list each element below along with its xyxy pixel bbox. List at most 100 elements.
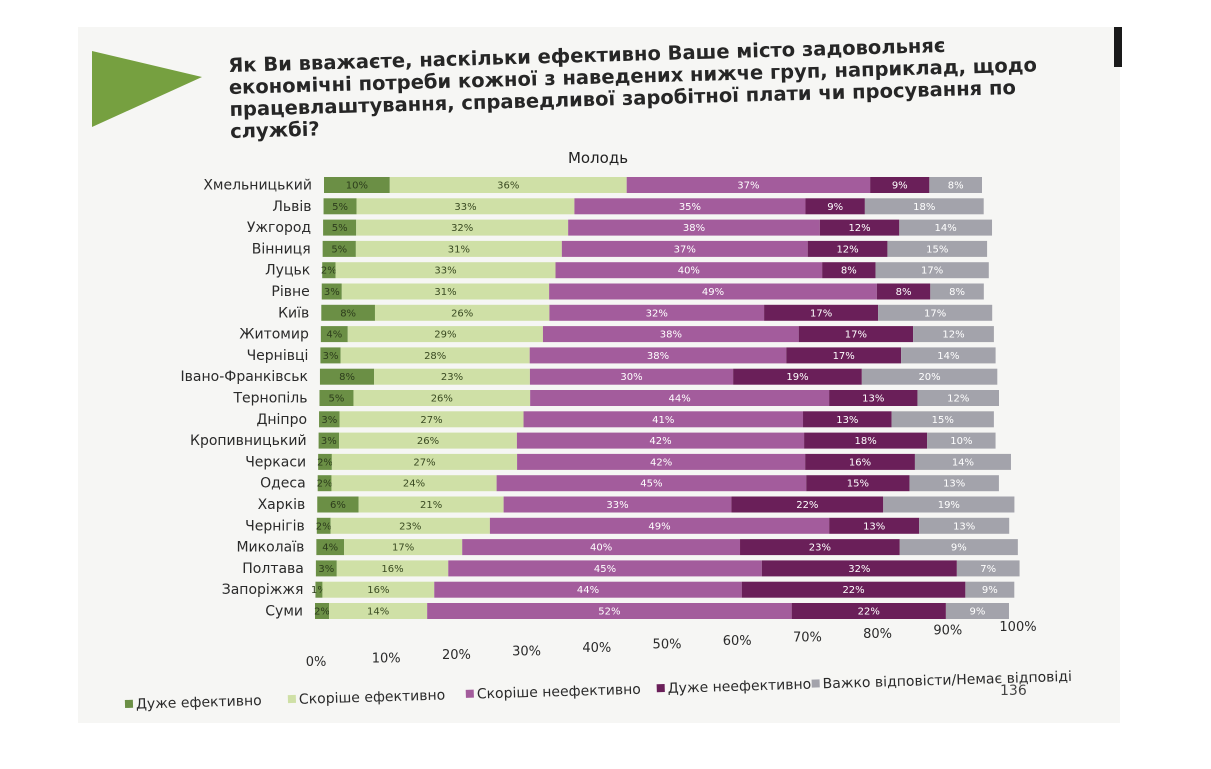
- bar-segment: [917, 390, 999, 406]
- data-label: 12%: [947, 394, 969, 405]
- data-label: 20%: [918, 372, 940, 383]
- bar-segment: [462, 539, 741, 556]
- bar-segment: [542, 326, 799, 343]
- bar-segment: [887, 240, 988, 257]
- data-label: 10%: [950, 436, 972, 447]
- triangle-bullet-icon: [92, 51, 202, 127]
- data-label: 18%: [913, 202, 935, 213]
- legend-label: Скоріше неефективно: [477, 682, 641, 703]
- data-label: 10%: [346, 181, 368, 192]
- bar-segment: [919, 517, 1010, 534]
- data-label: 32%: [848, 564, 870, 575]
- bar-segment: [899, 539, 1018, 556]
- bar-segment: [945, 603, 1009, 619]
- data-label: 23%: [399, 521, 421, 532]
- bar-segment: [434, 581, 742, 598]
- bar-segment: [741, 581, 966, 598]
- data-label: 16%: [381, 564, 403, 575]
- data-label: 44%: [577, 585, 599, 596]
- data-label: 49%: [702, 287, 724, 298]
- legend: Дуже ефективно Скоріше ефективно Скоріше н…: [124, 669, 1072, 713]
- category-label: Суми: [265, 604, 303, 620]
- data-label: 32%: [646, 308, 668, 319]
- data-label: 22%: [796, 500, 818, 511]
- category-label: Луцьк: [265, 263, 310, 279]
- data-label: 33%: [606, 500, 628, 511]
- data-label: 22%: [858, 607, 880, 618]
- bar-segment: [339, 411, 524, 428]
- data-label: 16%: [849, 457, 871, 468]
- data-label: 17%: [921, 266, 943, 277]
- bar-segment: [340, 347, 530, 364]
- data-label: 33%: [454, 202, 476, 213]
- bar-segment: [489, 517, 830, 534]
- bar-segment: [427, 603, 792, 619]
- bar-segment: [914, 453, 1011, 470]
- bar-segment: [786, 347, 902, 364]
- data-label: 7%: [980, 564, 996, 575]
- bar-segment: [317, 496, 359, 513]
- data-label: 13%: [862, 394, 884, 405]
- data-label: 8%: [339, 372, 355, 383]
- data-label: 22%: [842, 585, 864, 596]
- bar-segment: [315, 560, 337, 577]
- legend-label: Скоріше ефективно: [299, 688, 446, 708]
- bar-segment: [353, 390, 531, 406]
- category-label: Чернігів: [245, 518, 305, 534]
- data-label: 26%: [417, 436, 439, 447]
- category-label: Львів: [272, 199, 311, 215]
- bar-segment: [804, 432, 928, 449]
- bar-segment: [829, 517, 920, 534]
- data-label: 24%: [403, 479, 425, 490]
- bar-segment: [822, 262, 876, 279]
- bar-segment: [356, 219, 569, 236]
- data-label: 36%: [497, 181, 519, 192]
- data-label: 38%: [660, 330, 682, 341]
- bar-segment: [731, 496, 884, 513]
- data-label: 49%: [648, 521, 670, 532]
- data-label: 4%: [326, 330, 342, 341]
- bar-segment: [320, 326, 348, 343]
- data-label: 28%: [424, 351, 446, 362]
- data-label: 12%: [836, 244, 858, 255]
- x-tick-label: 90%: [933, 624, 962, 639]
- bar-segment: [315, 581, 323, 598]
- bar-segment: [806, 475, 910, 492]
- data-label: 17%: [924, 308, 946, 319]
- bar-segment: [791, 603, 946, 619]
- data-label: 27%: [420, 415, 442, 426]
- page-number: 136: [1000, 683, 1027, 699]
- bar-segment: [323, 219, 357, 236]
- bar-segment: [516, 432, 805, 449]
- data-label: 17%: [392, 543, 414, 554]
- bar-segment: [861, 368, 998, 385]
- data-label: 9%: [827, 202, 843, 213]
- bar-segment: [319, 411, 340, 428]
- bar-segment: [764, 304, 879, 321]
- data-label: 45%: [640, 479, 662, 490]
- bar-segment: [549, 283, 877, 300]
- bar-segment: [319, 368, 375, 385]
- data-label: 21%: [420, 500, 442, 511]
- data-label: 15%: [847, 479, 869, 490]
- bar-segment: [568, 219, 820, 236]
- bar-segment: [878, 304, 993, 321]
- bar-segment: [324, 177, 390, 193]
- data-label: 32%: [451, 223, 473, 234]
- data-label: 8%: [896, 287, 912, 298]
- data-label: 3%: [324, 287, 340, 298]
- category-label: Запоріжжя: [222, 582, 304, 598]
- data-label: 33%: [434, 266, 456, 277]
- data-label: 31%: [434, 287, 456, 298]
- triangle-shape: [92, 51, 202, 127]
- data-label: 8%: [948, 181, 964, 192]
- data-label: 23%: [441, 372, 463, 383]
- data-label: 14%: [367, 607, 389, 618]
- bar-segment: [875, 262, 989, 279]
- data-label: 12%: [942, 330, 964, 341]
- data-label: 38%: [647, 351, 669, 362]
- data-label: 1%: [311, 585, 327, 596]
- data-label: 3%: [321, 415, 337, 426]
- category-label: Хмельницький: [203, 178, 312, 194]
- legend-swatch: [465, 689, 474, 698]
